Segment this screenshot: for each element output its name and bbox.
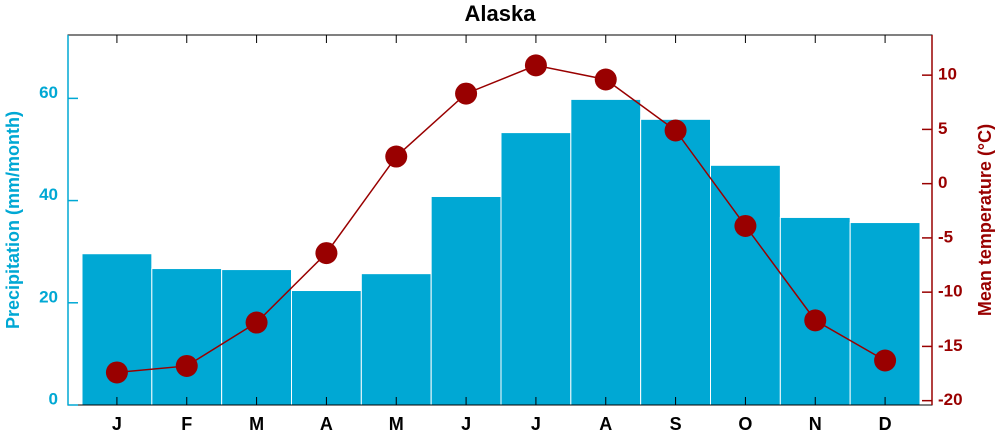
x-tick-label: S: [670, 414, 682, 434]
temperature-point: [385, 145, 408, 168]
y2-tick-label: -5: [938, 227, 953, 246]
y-axis-title: Precipitation (mm/month): [3, 111, 23, 329]
x-tick-label: N: [809, 414, 822, 434]
x-tick-label: M: [389, 414, 404, 434]
x-tick-label: F: [181, 414, 192, 434]
y-tick-label: 40: [39, 185, 58, 204]
temperature-point: [524, 54, 547, 77]
temperature-point: [874, 349, 897, 372]
y2-axis-title: Mean temperature (°C): [975, 124, 995, 316]
temperature-point: [734, 214, 757, 237]
x-tick-label: A: [599, 414, 612, 434]
bar: [360, 273, 432, 406]
x-tick-label: A: [320, 414, 333, 434]
bar: [640, 118, 712, 406]
x-tick-label: J: [531, 414, 541, 434]
temperature-point: [315, 242, 338, 265]
temperature-point: [245, 311, 268, 334]
chart-title: Alaska: [465, 1, 537, 26]
y-tick-label: 60: [39, 83, 58, 102]
temperature-point: [804, 309, 827, 332]
y2-tick-label: 0: [938, 173, 947, 192]
temperature-point: [455, 82, 478, 105]
bar: [849, 222, 921, 406]
y-tick-label: 0: [49, 389, 58, 408]
y2-tick-label: 5: [938, 119, 947, 138]
bar: [430, 195, 502, 406]
x-tick-label: J: [112, 414, 122, 434]
x-tick-label: J: [461, 414, 471, 434]
x-tick-label: O: [738, 414, 752, 434]
y2-tick-label: -20: [938, 390, 963, 409]
bar: [291, 290, 362, 406]
y2-tick-label: -10: [938, 282, 963, 301]
bar: [500, 132, 572, 406]
bar: [570, 98, 642, 406]
y2-tick-label: 10: [938, 65, 957, 84]
x-tick-label: M: [249, 414, 264, 434]
temperature-point: [175, 354, 198, 377]
bar: [710, 164, 781, 406]
temperature-point: [594, 68, 617, 91]
temperature-point: [664, 119, 687, 142]
temperature-line: [116, 64, 886, 374]
x-tick-label: D: [879, 414, 892, 434]
y2-tick-label: -15: [938, 336, 963, 355]
y-tick-label: 20: [39, 287, 58, 306]
bar: [151, 268, 223, 406]
temperature-point: [105, 361, 128, 384]
